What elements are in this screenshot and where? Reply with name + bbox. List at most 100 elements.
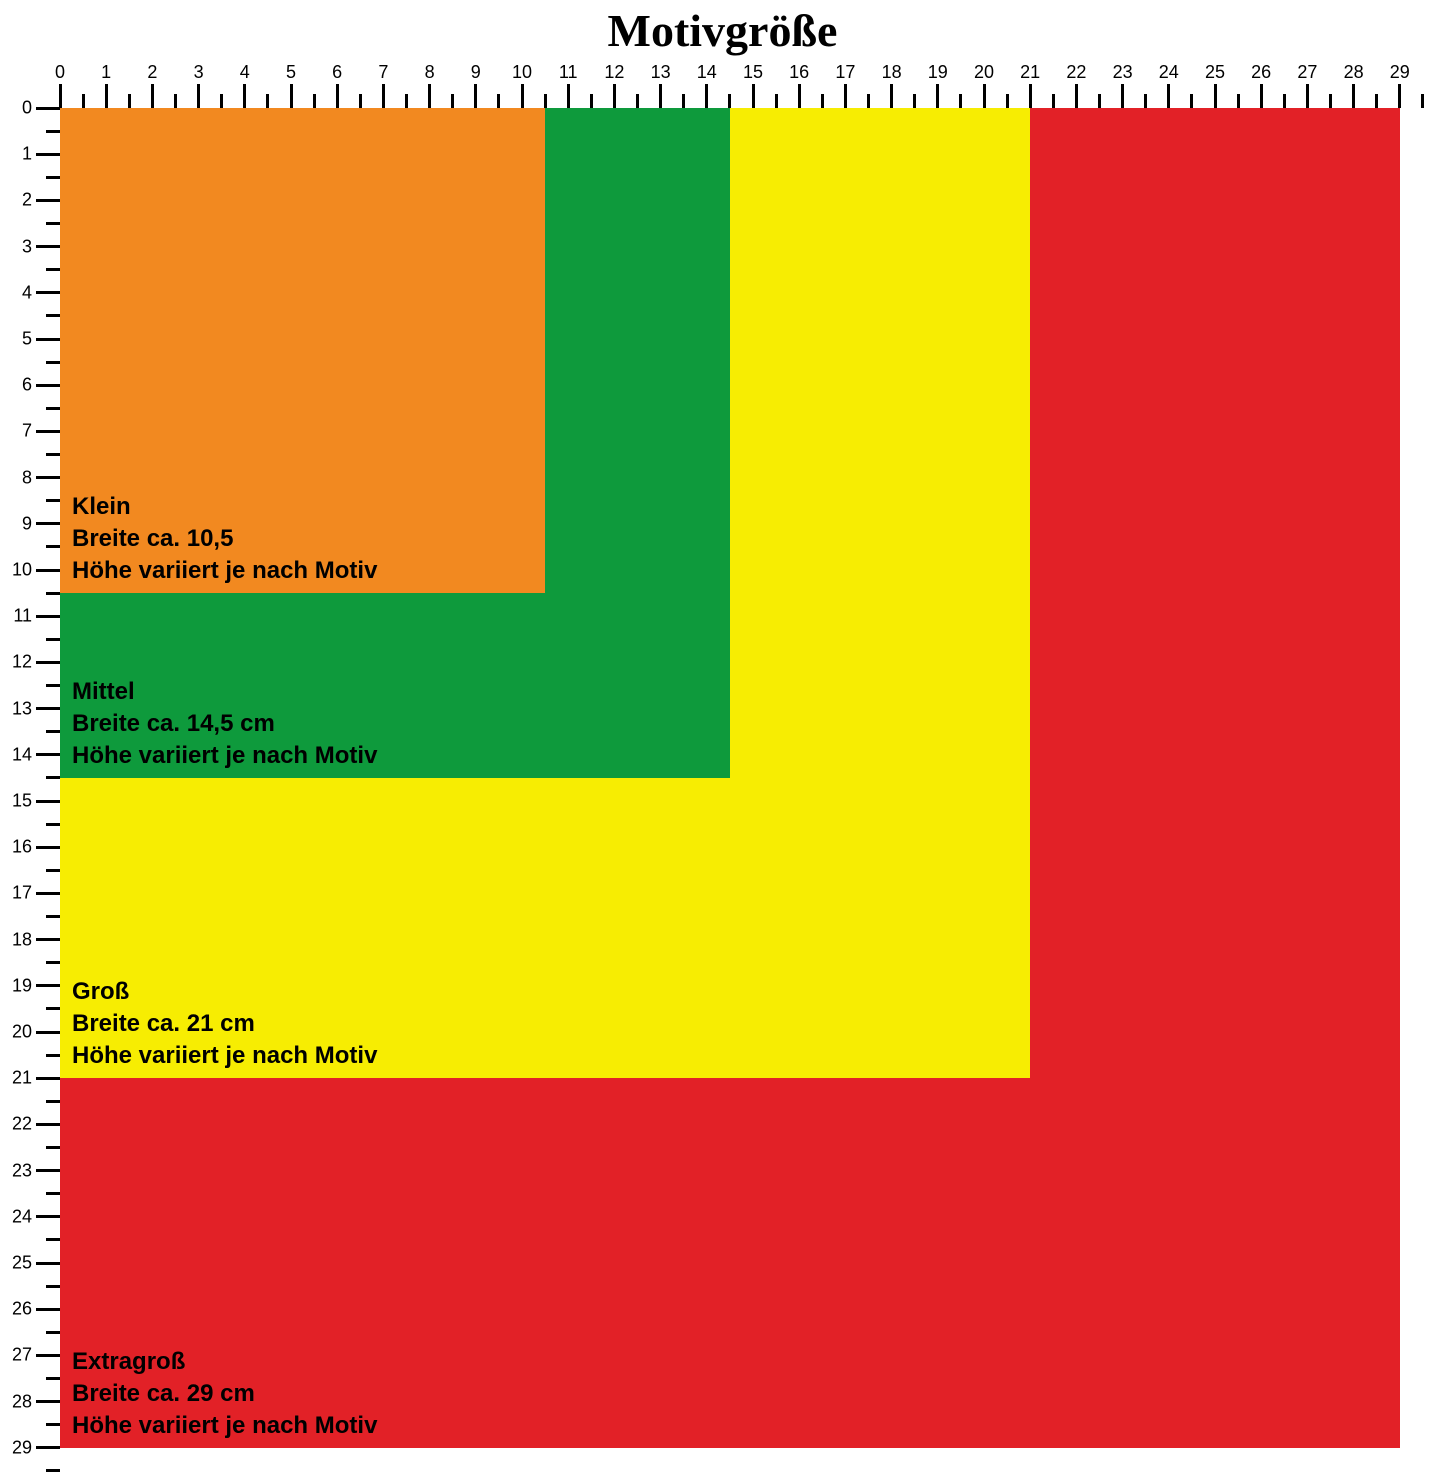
ruler-left-tick-major [36,1446,60,1449]
ruler-top-label: 20 [974,62,994,83]
ruler-top-tick-major [336,84,339,108]
ruler-top-label: 29 [1390,62,1410,83]
ruler-left-tick-major [36,938,60,941]
ruler-left-label: 25 [12,1253,32,1274]
ruler-left-tick-minor [46,314,60,317]
size-label-name: Klein [72,491,377,523]
ruler-left-tick-major [36,892,60,895]
ruler-left-label: 13 [12,698,32,719]
ruler-left-tick-minor [46,1331,60,1334]
ruler-top-tick-major [151,84,154,108]
size-label-width: Breite ca. 14,5 cm [72,708,377,740]
ruler-left-tick-minor [46,222,60,225]
ruler-top-tick-minor [1144,94,1147,108]
ruler-top-tick-minor [1006,94,1009,108]
ruler-left-label: 23 [12,1160,32,1181]
ruler-left-tick-major [36,1077,60,1080]
ruler-top-tick-major [1352,84,1355,108]
size-label-width: Breite ca. 21 cm [72,1008,377,1040]
ruler-top-tick-minor [128,94,131,108]
ruler-top-label: 14 [697,62,717,83]
ruler-left-tick-minor [46,915,60,918]
ruler-left-tick-minor [46,1054,60,1057]
ruler-left-tick-major [36,661,60,664]
ruler-left-tick-major [36,1031,60,1034]
ruler-left-tick-minor [46,453,60,456]
ruler-left-label: 11 [13,606,32,627]
ruler-top-tick-minor [266,94,269,108]
size-label-height: Höhe variiert je nach Motiv [72,555,377,587]
ruler-left-tick-minor [46,776,60,779]
ruler-top-label: 27 [1297,62,1317,83]
ruler-left-tick-minor [46,1100,60,1103]
ruler-left-tick-minor [46,1423,60,1426]
size-label-height: Höhe variiert je nach Motiv [72,740,377,772]
ruler-left-tick-major [36,199,60,202]
ruler-top-tick-major [659,84,662,108]
ruler-left-label: 0 [22,98,32,119]
ruler-top-tick-minor [1283,94,1286,108]
ruler-top-tick-major [567,84,570,108]
ruler-top-tick-major [983,84,986,108]
ruler-left-tick-major [36,384,60,387]
ruler-top-label: 6 [332,62,342,83]
ruler-top-tick-major [197,84,200,108]
ruler-top-tick-minor [1375,94,1378,108]
ruler-left-tick-minor [46,1192,60,1195]
ruler-left-label: 22 [12,1114,32,1135]
ruler-left-label: 29 [12,1437,32,1458]
ruler-top-label: 25 [1205,62,1225,83]
ruler-left-tick-major [36,430,60,433]
ruler-top-label: 10 [512,62,532,83]
ruler-top-tick-minor [1421,94,1424,108]
ruler-left-tick-minor [46,176,60,179]
ruler-top-label: 4 [240,62,250,83]
ruler-left-tick-major [36,1308,60,1311]
ruler-top-tick-major [705,84,708,108]
ruler-left-tick-minor [46,869,60,872]
ruler-top-tick-minor [359,94,362,108]
ruler-left-tick-major [36,753,60,756]
ruler-left-label: 8 [22,467,32,488]
ruler-top-tick-major [521,84,524,108]
ruler-left-tick-minor [46,684,60,687]
ruler-top-label: 9 [471,62,481,83]
ruler-top-tick-minor [1190,94,1193,108]
ruler-left-tick-minor [46,499,60,502]
ruler-left-tick-minor [46,268,60,271]
ruler-left-tick-minor [46,1377,60,1380]
ruler-left-label: 26 [12,1299,32,1320]
ruler-top-tick-minor [636,94,639,108]
size-box-text-mittel: MittelBreite ca. 14,5 cmHöhe variiert je… [72,676,377,772]
ruler-top-tick-minor [590,94,593,108]
ruler-top-tick-major [798,84,801,108]
ruler-left-label: 24 [12,1206,32,1227]
ruler-top-label: 17 [835,62,855,83]
ruler-left-label: 12 [12,652,32,673]
ruler-left-tick-major [36,522,60,525]
ruler-top-tick-major [428,84,431,108]
ruler-top-tick-major [1398,84,1401,108]
ruler-left-tick-major [36,153,60,156]
ruler-left: 0123456789101112131415161718192021222324… [4,108,60,1471]
ruler-left-tick-major [36,1215,60,1218]
ruler-top-tick-major [1214,84,1217,108]
ruler-left-tick-major [36,707,60,710]
ruler-left-label: 16 [12,837,32,858]
ruler-top-label: 24 [1159,62,1179,83]
size-label-name: Mittel [72,676,377,708]
ruler-left-label: 9 [22,513,32,534]
ruler-left-label: 21 [12,1068,32,1089]
ruler-top-tick-major [382,84,385,108]
ruler-top-tick-minor [82,94,85,108]
ruler-left-tick-major [36,846,60,849]
ruler-left-label: 17 [12,883,32,904]
ruler-top-tick-minor [544,94,547,108]
ruler-top-tick-minor [405,94,408,108]
ruler-top-tick-minor [682,94,685,108]
ruler-left-tick-minor [46,823,60,826]
ruler-top-label: 3 [194,62,204,83]
ruler-top-label: 12 [604,62,624,83]
ruler-top-tick-minor [913,94,916,108]
ruler-left-tick-major [36,1169,60,1172]
